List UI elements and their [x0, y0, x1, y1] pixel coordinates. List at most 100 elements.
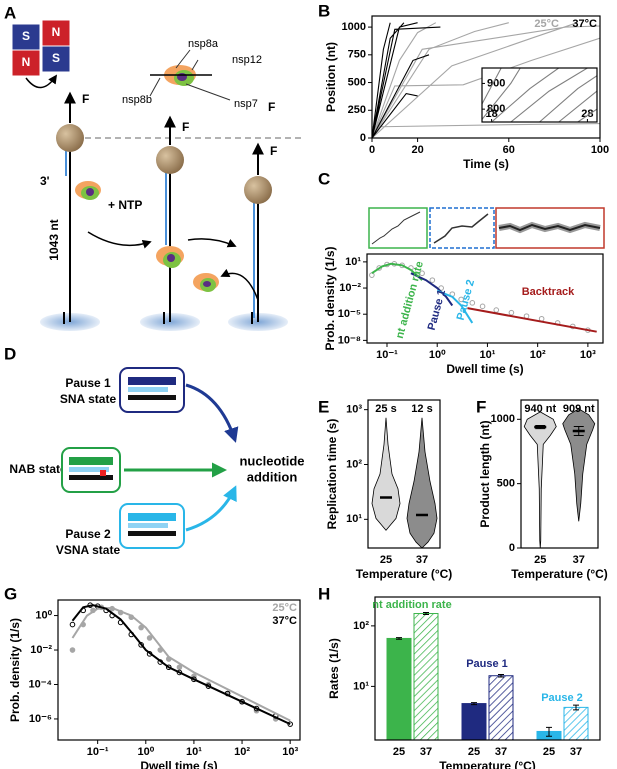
magnets	[11, 23, 41, 51]
x-tick-label: 10⁰	[429, 349, 446, 361]
y-tick-label: 1000	[342, 21, 366, 33]
x-tick-label: 10¹	[186, 746, 202, 758]
axes-frame	[57, 599, 301, 741]
category-label: 25	[380, 554, 392, 566]
data-point	[138, 624, 144, 631]
state-label: VSNA state	[56, 543, 121, 557]
tweezers: F F F F	[40, 91, 288, 331]
y-tick-label: 10¹	[346, 513, 362, 525]
protein	[167, 254, 175, 262]
trace-examples	[371, 211, 421, 245]
protein	[203, 281, 211, 287]
category-label: 25	[543, 746, 555, 758]
magnets	[41, 19, 71, 47]
magnet-label: S	[22, 29, 30, 43]
x-axis-label: Time (s)	[463, 157, 509, 171]
x-tick-label: 10⁰	[137, 746, 154, 758]
series-label: Pause 2	[541, 692, 583, 704]
series-line	[372, 22, 600, 138]
series-line	[372, 22, 441, 138]
error-bar	[423, 612, 429, 616]
error-bar	[573, 426, 584, 437]
panel-label: H	[318, 584, 330, 603]
magnets	[41, 45, 71, 73]
magnets	[25, 74, 58, 89]
diagram-d	[128, 523, 168, 528]
axes-frame	[481, 67, 598, 123]
legend-entry: 25°C	[534, 18, 559, 30]
diagram-d	[128, 531, 176, 536]
x-tick-label: 60	[503, 144, 515, 156]
x-tick-label: 10¹	[479, 349, 495, 361]
x-tick-label: 20	[411, 144, 423, 156]
bar	[413, 613, 439, 741]
legend-entry: 25°C	[272, 602, 297, 614]
magnets: S N N S	[11, 19, 71, 89]
arrow	[187, 238, 237, 248]
y-tick-label: 10²	[353, 620, 369, 632]
error-bar	[535, 424, 546, 430]
magnets	[11, 49, 41, 77]
y-tick-label: 1000	[491, 413, 515, 425]
data-point	[146, 635, 153, 641]
series-label: Pause 1	[466, 658, 508, 670]
trace-examples	[368, 207, 428, 249]
protein-label: nsp8a	[188, 38, 219, 50]
series-line	[371, 262, 423, 281]
chart: 0 500 1000 Temperature (°C) Product length (…	[478, 399, 608, 581]
outcome-label: addition	[247, 469, 298, 484]
protein	[86, 188, 94, 196]
panel-label: B	[318, 1, 330, 20]
trace-examples	[368, 207, 605, 249]
y-tick-label: 0	[360, 132, 366, 144]
category-label: 37	[420, 746, 432, 758]
panel-label: C	[318, 169, 330, 188]
violin	[371, 417, 401, 531]
panel-label: F	[476, 397, 486, 416]
y-tick-label: 10²	[346, 458, 362, 470]
y-tick-label: 10⁻⁴	[29, 678, 52, 690]
axes-frame	[520, 399, 599, 549]
y-tick-label: 500	[348, 76, 366, 88]
data-point	[287, 721, 293, 727]
bar	[488, 675, 514, 741]
x-axis-label: Temperature (°C)	[356, 567, 453, 581]
diagram-d	[128, 377, 176, 385]
chart: 10¹ 10² 10³ Temperature (°C) Replication tim…	[325, 399, 453, 581]
series-line	[71, 604, 291, 726]
trace-examples	[429, 207, 495, 249]
y-tick-label: 0	[509, 542, 515, 554]
y-tick-label: 10³	[346, 404, 362, 416]
y-tick-label: 500	[497, 478, 515, 490]
protein-label: nsp7	[234, 98, 258, 110]
error-bar	[396, 637, 402, 640]
protein-label: nsp8b	[122, 94, 152, 106]
value-label: 12 s	[411, 403, 432, 415]
bar	[461, 703, 487, 741]
data-point	[69, 621, 76, 628]
value-label: 940 nt	[524, 403, 556, 415]
bar	[386, 637, 412, 741]
protein-label: nsp12	[232, 54, 262, 66]
x-tick-label: 100	[591, 144, 609, 156]
x-tick-label: 10⁻¹	[87, 746, 109, 758]
magnet-label: N	[52, 25, 61, 39]
tweezers	[244, 176, 272, 204]
y-axis-label: Product length (nt)	[478, 420, 492, 527]
x-axis-label: Temperature (°C)	[439, 759, 536, 769]
data-point	[429, 277, 436, 283]
category-label: 37	[416, 554, 428, 566]
series-line	[467, 307, 597, 333]
force-label: F	[270, 144, 277, 158]
x-tick-label: 10⁻¹	[376, 349, 398, 361]
series-line	[482, 68, 597, 122]
protein	[177, 73, 187, 81]
panel-label: D	[4, 344, 16, 363]
diagram-d	[69, 457, 113, 465]
force-label: F	[268, 100, 275, 114]
x-tick-label: 10²	[234, 746, 250, 758]
x-axis-label: Dwell time (s)	[446, 362, 523, 376]
x-tick-label: 10³	[282, 746, 298, 758]
